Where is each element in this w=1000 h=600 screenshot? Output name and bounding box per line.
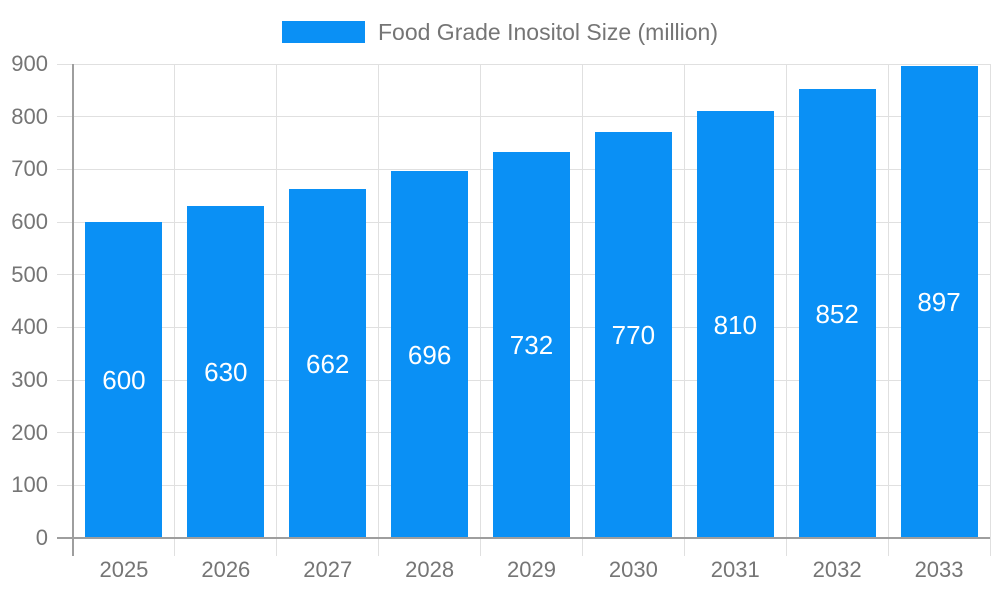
gridline-horizontal [73, 116, 990, 118]
y-axis-label: 400 [11, 314, 48, 340]
x-axis-tick [480, 538, 482, 556]
gridline-vertical [581, 64, 583, 538]
bar[interactable] [187, 206, 265, 538]
x-axis-tick [378, 538, 380, 556]
y-axis-tick [57, 484, 73, 486]
x-axis-label: 2029 [507, 557, 556, 582]
y-axis-tick [57, 221, 73, 223]
x-axis-line [57, 537, 990, 539]
x-axis-label: 2028 [405, 557, 455, 582]
bar-value-label: 852 [815, 298, 859, 329]
bar-value-label: 630 [204, 357, 248, 388]
x-axis-tick [276, 538, 278, 556]
bar[interactable] [900, 65, 978, 538]
x-axis-tick [887, 538, 889, 556]
y-axis-label: 0 [35, 525, 48, 550]
y-axis-label: 800 [11, 103, 48, 129]
x-axis-label: 2026 [201, 557, 251, 582]
y-axis-tick [57, 379, 73, 381]
bar-value-label: 732 [509, 330, 554, 361]
bar-value-label: 662 [306, 348, 350, 379]
x-axis-label: 2025 [99, 557, 149, 582]
x-axis-label: 2031 [710, 557, 760, 582]
bar[interactable] [85, 222, 163, 538]
y-axis-tick [57, 326, 73, 328]
bar[interactable] [594, 132, 672, 538]
x-axis-label: 2032 [812, 557, 862, 582]
x-axis-tick [785, 538, 787, 556]
gridline-vertical [785, 64, 787, 538]
bar-value-label: 770 [611, 320, 656, 351]
gridline-vertical [989, 64, 991, 538]
bar-value-label: 810 [713, 309, 757, 340]
bar[interactable] [696, 111, 774, 538]
gridline-horizontal [73, 63, 990, 65]
x-axis-label: 2027 [303, 557, 353, 582]
bar[interactable] [391, 171, 469, 538]
y-axis-label: 700 [11, 156, 48, 182]
y-axis-label: 300 [11, 367, 48, 392]
x-axis-tick [581, 538, 583, 556]
gridline-vertical [276, 64, 278, 538]
bar[interactable] [289, 189, 367, 538]
x-axis-tick [683, 538, 685, 556]
y-axis-label: 600 [11, 209, 48, 234]
y-axis-label: 500 [11, 261, 48, 287]
x-axis-tick [989, 538, 991, 556]
legend-swatch [281, 21, 365, 43]
plot-area: 0 100 200 300 400 500 600 700 800 900 600 2025 630 20… [11, 51, 991, 582]
y-axis-tick [57, 168, 73, 170]
bar-value-label: 600 [102, 365, 146, 395]
y-axis-tick [57, 116, 73, 118]
y-axis-label: 900 [11, 51, 48, 76]
x-axis-label: 2030 [608, 557, 658, 582]
x-axis-tick [174, 538, 176, 556]
bar[interactable] [493, 152, 570, 538]
gridline-vertical [683, 64, 685, 538]
gridline-vertical [887, 64, 889, 538]
y-axis-line [72, 64, 74, 556]
y-axis-label: 100 [11, 472, 48, 498]
y-axis-tick [57, 274, 73, 276]
bar[interactable] [798, 89, 876, 538]
x-axis-label: 2033 [914, 557, 964, 582]
legend[interactable]: Food Grade Inositol Size (million) [0, 18, 1000, 45]
y-axis-tick [57, 432, 73, 434]
legend-label: Food Grade Inositol Size (million) [377, 18, 719, 45]
gridline-vertical [480, 64, 482, 538]
gridline-vertical [378, 64, 380, 538]
y-axis-label: 200 [11, 419, 48, 445]
bar-value-label: 696 [407, 339, 452, 370]
y-axis-tick [57, 63, 73, 65]
gridline-vertical [174, 64, 176, 538]
bar-value-label: 897 [917, 286, 961, 317]
